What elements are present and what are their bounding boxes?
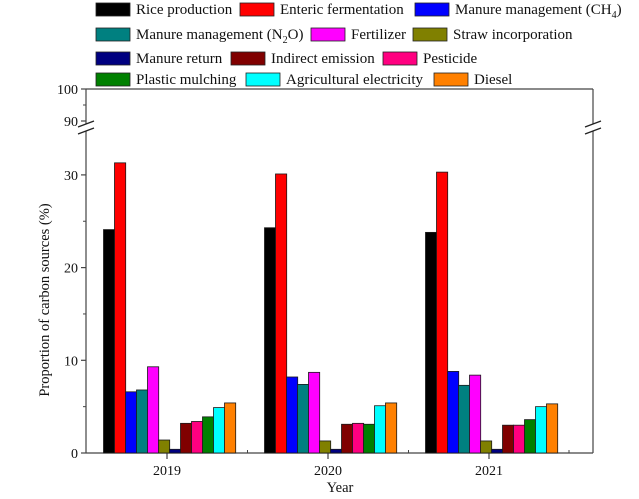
bar-2019-2 bbox=[125, 391, 138, 454]
bar-2021-6 bbox=[491, 448, 504, 454]
legend-label-10: Agricultural electricity bbox=[286, 72, 424, 88]
bar-2020-9 bbox=[363, 423, 376, 454]
bar-2020-4 bbox=[308, 371, 321, 454]
legend-swatch-10 bbox=[245, 72, 281, 87]
bar-2020-3 bbox=[297, 384, 310, 454]
legend-swatch-9 bbox=[95, 72, 131, 87]
bar-2020-0 bbox=[264, 227, 277, 454]
bar-2021-10 bbox=[535, 406, 548, 454]
bar-2020-11 bbox=[385, 402, 398, 454]
bar-2019-0 bbox=[103, 229, 116, 454]
legend-swatch-7 bbox=[230, 51, 266, 66]
bar-2020-2 bbox=[286, 376, 299, 454]
legend-swatch-11 bbox=[433, 72, 469, 87]
legend-label-11: Diesel bbox=[474, 72, 512, 88]
x-axis-label: Year bbox=[327, 480, 354, 496]
legend: Rice production Enteric fermentation Manur… bbox=[95, 2, 622, 88]
bar-2019-11 bbox=[224, 402, 237, 454]
y-tick-label: 20 bbox=[64, 262, 78, 277]
bar-2019-10 bbox=[213, 407, 226, 454]
legend-swatch-2 bbox=[414, 2, 450, 17]
bar-2021-8 bbox=[513, 424, 526, 454]
bar-2021-7 bbox=[502, 424, 515, 454]
bar-2021-5 bbox=[480, 440, 493, 454]
bar-2021-1 bbox=[436, 171, 449, 454]
legend-swatch-3 bbox=[95, 27, 131, 42]
bar-2020-1 bbox=[275, 173, 288, 454]
legend-swatch-5 bbox=[412, 27, 448, 42]
bar-2019-3 bbox=[136, 389, 149, 454]
legend-swatch-1 bbox=[239, 2, 275, 17]
legend-label-6: Manure return bbox=[136, 51, 223, 67]
legend-label-8: Pesticide bbox=[423, 51, 477, 67]
y-tick-label: 30 bbox=[64, 169, 78, 184]
bar-2019-7 bbox=[180, 422, 193, 454]
y-axis-label: Proportion of carbon sources (%) bbox=[37, 203, 53, 396]
bar-2021-11 bbox=[546, 403, 559, 454]
y-tick-label: 100 bbox=[57, 83, 78, 98]
bar-2019-4 bbox=[147, 366, 160, 454]
bar-2021-3 bbox=[458, 384, 471, 454]
bar-2020-8 bbox=[352, 422, 365, 454]
bar-2019-8 bbox=[191, 421, 204, 454]
y-tick-label: 0 bbox=[71, 447, 78, 462]
legend-swatch-4 bbox=[310, 27, 346, 42]
legend-label-2: Manure management (CH4) bbox=[455, 2, 622, 21]
axis-break-mark bbox=[77, 127, 95, 135]
bars bbox=[103, 162, 559, 454]
axis-break-mark bbox=[584, 127, 602, 135]
bar-2020-10 bbox=[374, 405, 387, 454]
legend-swatch-0 bbox=[95, 2, 131, 17]
bar-2020-5 bbox=[319, 440, 332, 454]
legend-label-1: Enteric fermentation bbox=[280, 2, 404, 18]
axis-break-mark bbox=[77, 120, 95, 128]
bar-2021-2 bbox=[447, 371, 460, 454]
legend-label-3: Manure management (N2O) bbox=[136, 27, 303, 46]
bar-2019-1 bbox=[114, 162, 127, 454]
legend-label-9: Plastic mulching bbox=[136, 72, 237, 88]
x-tick-label: 2021 bbox=[475, 464, 503, 479]
bar-2019-5 bbox=[158, 439, 171, 454]
axis-break-mark bbox=[584, 120, 602, 128]
bar-2021-9 bbox=[524, 419, 537, 454]
y-tick-label: 10 bbox=[64, 354, 78, 369]
bar-2020-7 bbox=[341, 423, 354, 454]
x-tick-label: 2019 bbox=[153, 464, 181, 479]
legend-label-4: Fertilizer bbox=[351, 27, 406, 43]
bar-2019-9 bbox=[202, 416, 215, 454]
legend-swatch-6 bbox=[95, 51, 131, 66]
y-tick-label: 90 bbox=[64, 115, 78, 130]
axes: 0 10 20 30 90 100 2019 2020 2021 bbox=[57, 83, 602, 479]
legend-label-7: Indirect emission bbox=[271, 51, 375, 67]
bar-2021-4 bbox=[469, 374, 482, 454]
x-tick-label: 2020 bbox=[314, 464, 342, 479]
bar-2020-6 bbox=[330, 448, 343, 454]
bar-2021-0 bbox=[425, 231, 438, 454]
legend-label-5: Straw incorporation bbox=[453, 27, 573, 43]
legend-swatch-8 bbox=[382, 51, 418, 66]
bar-2019-6 bbox=[169, 448, 182, 454]
legend-label-0: Rice production bbox=[136, 2, 233, 18]
